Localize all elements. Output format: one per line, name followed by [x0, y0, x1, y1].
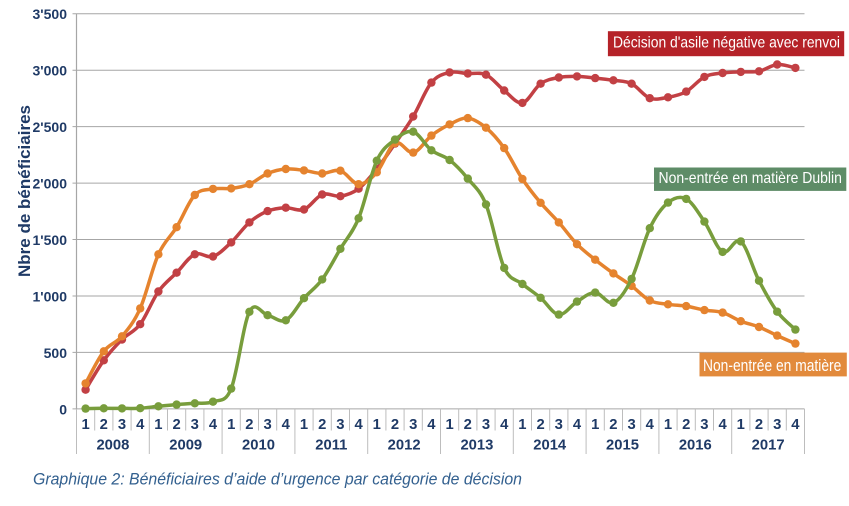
- svg-text:Décision d'asile négative avec: Décision d'asile négative avec renvoi: [613, 35, 840, 52]
- svg-text:3: 3: [700, 417, 708, 433]
- svg-text:Nbre de bénéficiaires: Nbre de bénéficiaires: [15, 105, 34, 277]
- svg-text:2014: 2014: [533, 438, 567, 454]
- svg-text:3: 3: [191, 417, 199, 433]
- svg-text:3: 3: [627, 417, 635, 433]
- svg-text:500: 500: [44, 345, 68, 361]
- svg-text:2012: 2012: [388, 438, 421, 454]
- svg-text:1: 1: [664, 417, 672, 433]
- svg-text:Non-entrée en matière Dublin: Non-entrée en matière Dublin: [659, 170, 842, 187]
- svg-text:4: 4: [573, 417, 582, 433]
- svg-text:Graphique 2: Bénéficiaires d’a: Graphique 2: Bénéficiaires d’aide d’urge…: [33, 469, 522, 488]
- svg-text:2017: 2017: [752, 438, 785, 454]
- svg-text:2: 2: [100, 417, 108, 433]
- svg-text:3: 3: [336, 417, 344, 433]
- svg-text:1: 1: [373, 417, 381, 433]
- svg-text:1: 1: [227, 417, 235, 433]
- svg-text:1'000: 1'000: [33, 289, 68, 305]
- svg-text:3'000: 3'000: [33, 63, 68, 79]
- svg-text:3: 3: [773, 417, 781, 433]
- svg-text:2: 2: [609, 417, 617, 433]
- svg-text:2'000: 2'000: [33, 176, 68, 192]
- svg-text:4: 4: [354, 417, 363, 433]
- svg-text:4: 4: [136, 417, 145, 433]
- svg-text:4: 4: [718, 417, 727, 433]
- svg-text:3: 3: [118, 417, 126, 433]
- svg-text:1: 1: [445, 417, 453, 433]
- svg-text:1: 1: [154, 417, 162, 433]
- svg-text:3: 3: [555, 417, 563, 433]
- svg-text:3: 3: [263, 417, 271, 433]
- svg-text:2016: 2016: [679, 438, 712, 454]
- svg-text:3: 3: [482, 417, 490, 433]
- svg-text:4: 4: [282, 417, 291, 433]
- svg-text:1: 1: [591, 417, 599, 433]
- svg-text:2008: 2008: [96, 438, 129, 454]
- svg-text:2009: 2009: [169, 438, 202, 454]
- svg-text:2: 2: [391, 417, 399, 433]
- svg-text:4: 4: [500, 417, 509, 433]
- svg-text:2013: 2013: [460, 438, 493, 454]
- svg-text:2'500: 2'500: [33, 119, 68, 135]
- svg-text:1: 1: [81, 417, 89, 433]
- svg-text:2: 2: [172, 417, 180, 433]
- svg-text:Non-entrée en matière: Non-entrée en matière: [703, 357, 841, 375]
- svg-text:1: 1: [737, 417, 745, 433]
- svg-text:4: 4: [791, 417, 800, 433]
- svg-text:3: 3: [409, 417, 417, 433]
- svg-text:2: 2: [245, 417, 253, 433]
- svg-text:2: 2: [536, 417, 544, 433]
- svg-text:2: 2: [755, 417, 763, 433]
- svg-text:4: 4: [209, 417, 218, 433]
- svg-text:2015: 2015: [606, 438, 639, 454]
- svg-text:2011: 2011: [315, 438, 347, 454]
- svg-text:1'500: 1'500: [33, 232, 68, 248]
- svg-text:2: 2: [464, 417, 472, 433]
- svg-text:4: 4: [646, 417, 655, 433]
- svg-text:0: 0: [59, 401, 67, 417]
- svg-text:1: 1: [300, 417, 308, 433]
- svg-text:2010: 2010: [242, 438, 275, 454]
- svg-text:4: 4: [427, 417, 436, 433]
- svg-text:1: 1: [518, 417, 526, 433]
- svg-text:3'500: 3'500: [33, 6, 68, 22]
- svg-text:2: 2: [318, 417, 326, 433]
- svg-text:2: 2: [682, 417, 690, 433]
